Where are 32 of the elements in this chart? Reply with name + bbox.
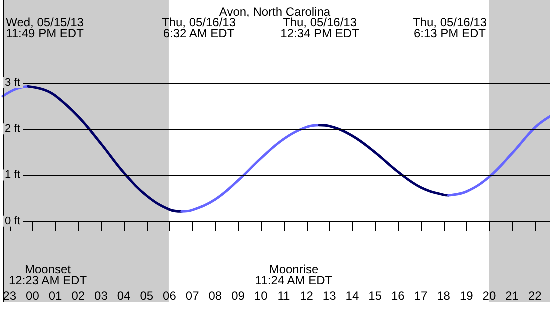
x-tick-label: 18 [437, 289, 451, 303]
x-tick-label: 11 [278, 289, 290, 303]
x-tick-label: 22 [528, 289, 542, 303]
x-tick-label: 09 [232, 289, 246, 303]
y-tick-label: 2 ft [5, 123, 20, 136]
x-tick-label: 06 [163, 289, 177, 303]
y-tick-label: 0 ft [5, 215, 20, 228]
x-tick-label: 19 [460, 289, 474, 303]
x-tick-label: 03 [94, 289, 108, 303]
y-tick-label: 3 ft [5, 76, 20, 89]
x-tick-label: 07 [186, 289, 200, 303]
annotation: Moonrise 11:24 AM EDT [255, 262, 334, 288]
x-tick-label: 17 [414, 289, 428, 303]
x-tick-label: 00 [26, 289, 40, 303]
x-tick-label: 04 [117, 289, 132, 303]
x-tick-label: 21 [506, 289, 520, 303]
annotation: Moonset 12:23 AM EDT [8, 262, 88, 288]
annotation: Wed, 05/15/13 11:49 PM EDT [6, 16, 85, 40]
x-tick-label: 13 [322, 289, 337, 303]
x-tick-label: 01 [48, 289, 63, 303]
x-tick-label: 14 [346, 289, 360, 303]
x-tick-label: 16 [391, 289, 406, 303]
annotation: Thu, 05/16/13 6:13 PM EDT [412, 16, 488, 40]
y-tick-label: 1 ft [5, 169, 20, 182]
x-tick-label: 15 [368, 289, 382, 303]
x-tick-label: 20 [482, 289, 496, 303]
x-tick-label: 12 [300, 289, 314, 303]
x-tick-label: 05 [140, 289, 154, 303]
x-tick-label: 08 [208, 289, 222, 303]
x-tick-label: 23 [3, 289, 17, 303]
x-tick-label: 10 [254, 289, 268, 303]
x-tick-label: 02 [72, 289, 86, 303]
